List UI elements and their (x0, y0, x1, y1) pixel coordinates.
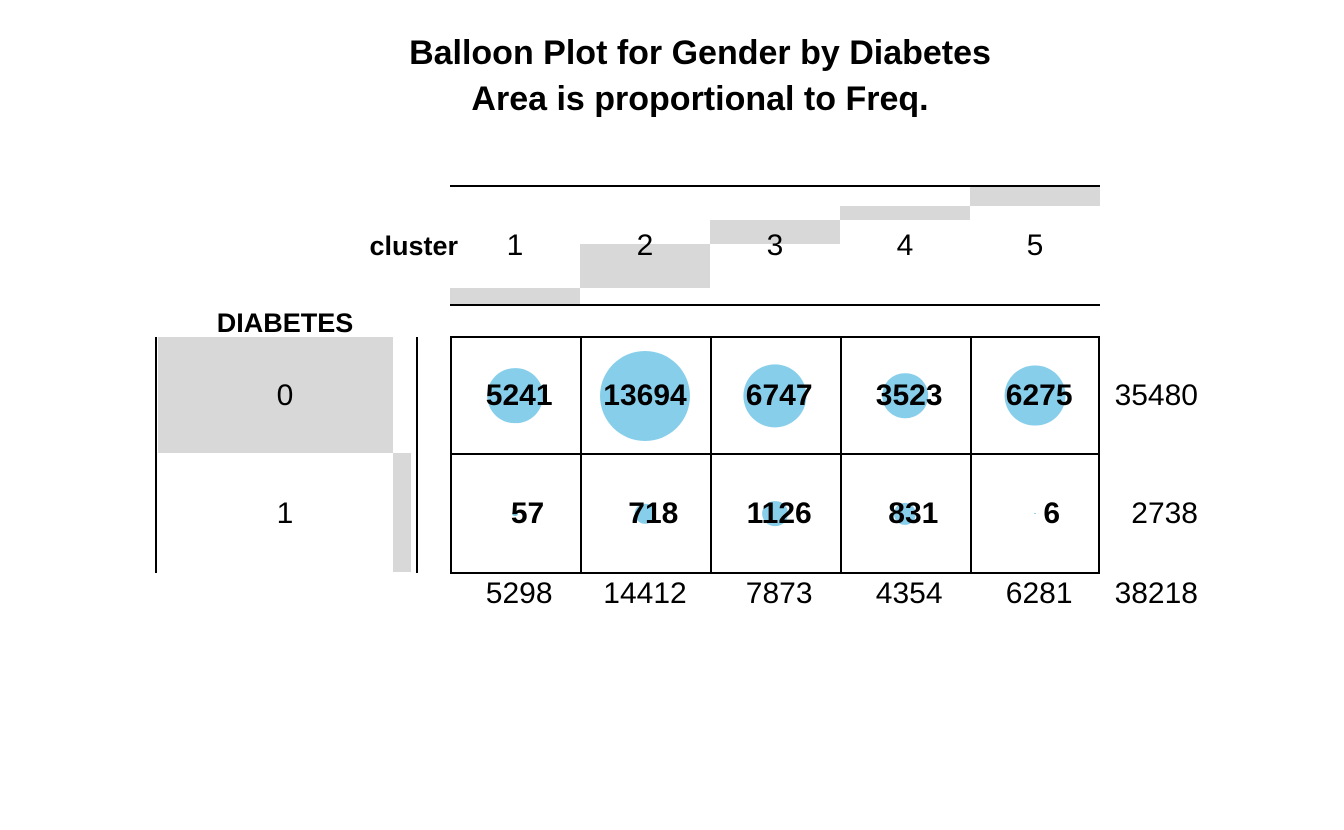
table-cell: 831 (842, 455, 968, 572)
table-cell: 5241 (452, 338, 578, 453)
balloon (634, 503, 656, 524)
table-frame (450, 336, 1100, 574)
column-label-3: 3 (766, 229, 784, 262)
balloon (1034, 512, 1036, 515)
row-header-right-rule (416, 337, 418, 573)
column-label-4: 4 (896, 229, 914, 262)
table-cell: 6275 (972, 338, 1098, 453)
column-header-top-rule (450, 185, 1100, 187)
row-margin-bar (392, 453, 411, 572)
column-header-bottom-rule (450, 304, 1100, 306)
cell-value: 5241 (477, 378, 553, 412)
column-axis-label: cluster (369, 231, 458, 261)
balloon (487, 367, 543, 424)
balloon (1004, 365, 1066, 426)
table-cell: 57 (452, 455, 578, 572)
column-label-5: 5 (1026, 229, 1044, 262)
cell-value: 57 (485, 496, 545, 530)
row-total-1: 2738 (1122, 497, 1198, 530)
table-column-divider (840, 336, 842, 574)
table-cell: 6 (972, 455, 1098, 572)
column-label-1: 1 (506, 229, 524, 262)
row-axis-label: DIABETES (216, 308, 354, 338)
table-cell: 718 (582, 455, 708, 572)
cell-value: 13694 (603, 378, 687, 412)
cell-value: 3523 (867, 378, 943, 412)
column-margin-bar (970, 187, 1100, 207)
column-total-2: 14412 (603, 577, 687, 610)
plot-title-line1: Balloon Plot for Gender by Diabetes (409, 34, 991, 72)
balloon (882, 372, 928, 419)
column-margin-bar (710, 219, 840, 244)
cell-value: 6275 (997, 378, 1073, 412)
column-margin-bar (840, 206, 970, 220)
column-total-1: 5298 (477, 577, 553, 610)
column-margin-bar (450, 287, 580, 304)
table-column-divider (580, 336, 582, 574)
plot-title-line2: Area is proportional to Freq. (471, 80, 929, 118)
table-row-divider (450, 453, 1100, 455)
column-label-2: 2 (636, 229, 654, 262)
row-header-left-rule (155, 337, 157, 573)
column-total-4: 4354 (867, 577, 943, 610)
table-cell: 13694 (582, 338, 708, 453)
row-total-0: 35480 (1114, 379, 1198, 412)
column-total-5: 6281 (997, 577, 1073, 610)
balloon (762, 500, 788, 527)
plot-title: Balloon Plot for Gender by Diabetes Area… (272, 30, 1128, 122)
balloon (743, 363, 807, 428)
balloon (893, 502, 917, 525)
cell-value: 6747 (737, 378, 813, 412)
row-label-1: 1 (276, 497, 294, 530)
table-column-divider (970, 336, 972, 574)
table-column-divider (710, 336, 712, 574)
balloon (600, 350, 690, 441)
balloon (512, 510, 518, 517)
cell-value: 6 (1009, 496, 1061, 530)
table-cell: 6747 (712, 338, 838, 453)
cell-value: 831 (871, 496, 939, 530)
cell-value: 718 (611, 496, 679, 530)
row-margin-bar (158, 337, 393, 453)
cell-value: 1126 (738, 496, 812, 530)
column-total-3: 7873 (737, 577, 813, 610)
column-margin-bar (580, 243, 710, 288)
column-margin-band (450, 187, 1100, 304)
grand-total: 38218 (1114, 577, 1198, 610)
table-cell: 3523 (842, 338, 968, 453)
row-margin-band (158, 337, 411, 572)
row-label-0: 0 (276, 379, 294, 412)
table-cell: 1126 (712, 455, 838, 572)
